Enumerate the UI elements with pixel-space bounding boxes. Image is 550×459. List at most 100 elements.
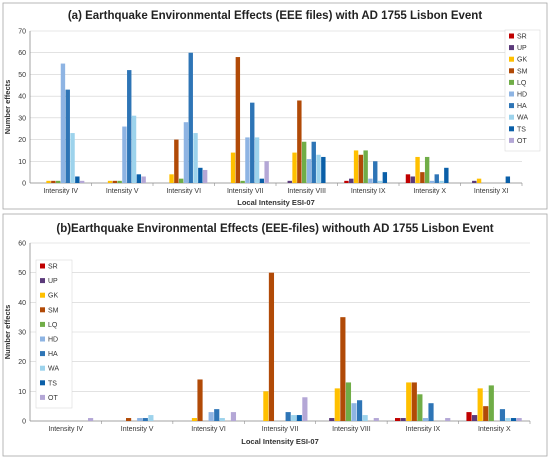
legend-entry-ts: TS — [48, 380, 57, 387]
bar-ts — [136, 174, 142, 183]
bar-up — [472, 180, 477, 183]
x-tick-label: Intensity VIII — [332, 426, 371, 433]
bar-hd — [351, 403, 357, 421]
bar-wa — [70, 133, 75, 183]
legend-swatch-wa — [40, 365, 45, 371]
x-tick-label: Intensity X — [413, 188, 446, 195]
bar-gk — [46, 180, 51, 183]
bar-gk — [292, 152, 297, 183]
bar-ot — [88, 418, 94, 421]
legend-entry-ot: OT — [517, 138, 527, 145]
legend-swatch-hd — [40, 336, 45, 342]
y-tick-label: 50 — [18, 270, 26, 277]
x-axis-label: Local Intensity ESI-07 — [237, 198, 315, 207]
bar-sm — [268, 272, 275, 421]
y-tick-label: 10 — [18, 389, 26, 396]
bar-sr — [344, 180, 349, 183]
bar-hd — [245, 137, 250, 183]
bar-ts — [511, 418, 517, 421]
bar-wa — [148, 415, 154, 421]
bar-wa — [219, 418, 225, 421]
legend-entry-lq: LQ — [517, 80, 527, 87]
bar-wa — [254, 137, 260, 183]
legend-entry-up: UP — [517, 45, 527, 52]
bar-sm — [51, 180, 56, 183]
bar-gk — [477, 388, 483, 421]
bar-gk — [415, 156, 420, 183]
bar-ts — [259, 178, 265, 183]
legend-swatch-hd — [509, 91, 514, 97]
legend-swatch-gk — [40, 292, 45, 298]
legend: SR UP GK SM LQ HD HA WA TS OT — [35, 259, 73, 409]
bar-sm — [197, 379, 203, 421]
x-tick-label: Intensity XI — [474, 188, 509, 195]
bar-sm — [358, 154, 364, 183]
bar-gk — [476, 178, 482, 183]
legend-entry-lq: LQ — [48, 322, 58, 329]
bar-up — [287, 180, 292, 183]
chart-1: (a) Earthquake Environmental Effects (EE… — [2, 2, 548, 210]
bar-gk — [353, 150, 359, 183]
legend-entry-gk: GK — [517, 57, 527, 64]
bar-ts — [75, 176, 80, 183]
bar-up — [349, 178, 354, 183]
bar-wa — [131, 115, 137, 183]
legend-swatch-lq — [509, 79, 514, 85]
bar-ot — [202, 169, 208, 183]
bar-sm — [297, 100, 302, 183]
x-tick-label: Intensity VII — [227, 188, 264, 195]
bar-ha — [214, 409, 220, 421]
legend-entry-gk: GK — [48, 293, 58, 300]
chart-panel — [2, 213, 548, 457]
bar-ha — [428, 403, 434, 421]
bar-wa — [193, 133, 198, 183]
legend-swatch-ha — [40, 351, 45, 357]
bar-hd — [183, 122, 189, 183]
legend-swatch-up — [40, 278, 45, 284]
bar-hd — [306, 159, 312, 183]
x-tick-label: Intensity VI — [166, 188, 201, 195]
y-tick-label: 40 — [18, 94, 26, 101]
bar-hd — [208, 412, 214, 421]
bar-ot — [230, 412, 237, 421]
bar-ts — [505, 176, 511, 183]
bar-up — [400, 418, 406, 421]
bar-up — [329, 418, 335, 421]
legend-swatch-ha — [509, 103, 514, 109]
legend-swatch-wa — [509, 114, 514, 120]
legend-entry-hd: HD — [517, 92, 527, 99]
bar-gk — [263, 391, 269, 421]
chart-panel — [2, 2, 548, 210]
bar-ts — [444, 167, 449, 183]
x-tick-label: Intensity VIII — [287, 188, 326, 195]
bar-ha — [188, 52, 193, 183]
chart-2: (b)Earthquake Environmental Effects (EEE… — [2, 213, 548, 457]
bar-lq — [117, 180, 122, 183]
x-tick-label: Intensity VI — [191, 426, 226, 433]
x-axis-label: Local Intensity ESI-07 — [241, 437, 319, 446]
y-tick-label: 70 — [18, 29, 26, 36]
bar-wa — [316, 154, 321, 183]
bar-wa — [291, 415, 297, 421]
bar-gk — [406, 382, 412, 421]
bar-hd — [122, 126, 127, 183]
bar-sm — [126, 418, 132, 421]
bar-ha — [250, 102, 255, 183]
bar-ha — [499, 409, 506, 421]
y-tick-label: 0 — [22, 181, 26, 188]
bar-ot — [373, 418, 379, 421]
y-tick-label: 40 — [18, 300, 26, 307]
x-tick-label: Intensity X — [478, 426, 511, 433]
legend-entry-ot: OT — [48, 395, 58, 402]
bar-sr — [405, 174, 411, 183]
x-tick-label: Intensity IV — [48, 426, 83, 433]
bar-sr — [466, 412, 472, 421]
legend-swatch-sr — [40, 263, 45, 269]
legend-swatch-sm — [509, 68, 514, 74]
legend-swatch-up — [509, 45, 514, 51]
bar-ha — [311, 141, 316, 183]
bar-ha — [434, 174, 439, 183]
bar-ha — [373, 161, 378, 183]
